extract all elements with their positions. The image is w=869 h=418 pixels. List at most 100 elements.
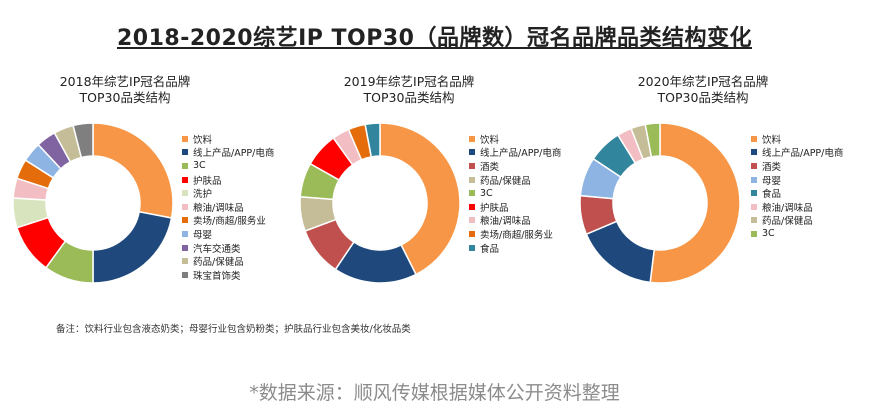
chart-title-line2: TOP30品类结构 xyxy=(657,90,749,105)
legend-label: 药品/保健品 xyxy=(480,175,531,187)
legend-item: 药品/保健品 xyxy=(182,254,274,268)
donut-chart-2019 xyxy=(300,123,460,283)
legend-swatch xyxy=(751,190,757,197)
footnote: 备注：饮料行业包含液态奶类；母婴行业包含奶粉类；护肤品行业包含美妆/化妆品类 xyxy=(56,324,411,335)
legend-swatch xyxy=(469,230,475,237)
legend-label: 母婴 xyxy=(193,229,213,241)
donut-slice-0 xyxy=(649,123,740,283)
main-title: 2018-2020综艺IP TOP30（品牌数）冠名品牌品类结构变化 xyxy=(116,26,752,51)
donut-chart-2020 xyxy=(580,123,740,283)
chart-title-line2: TOP30品类结构 xyxy=(363,90,455,105)
legend-2019: 饮料线上产品/APP/电商 酒类药品/保健品 3C 护肤品粮油/调味品 卖场/商超/服务… xyxy=(469,132,562,255)
legend-label: 粮油/调味品 xyxy=(193,202,244,214)
legend-item: 饮料 xyxy=(469,132,561,146)
legend-swatch xyxy=(182,176,188,183)
legend-swatch xyxy=(751,176,757,183)
legend-swatch xyxy=(182,271,188,278)
legend-label: 洗护 xyxy=(193,189,213,201)
chart-title-line1: 2018年综艺IP冠名品牌 xyxy=(59,74,191,89)
legend-label: 珠宝首饰类 xyxy=(193,270,241,282)
donut-chart-2018 xyxy=(13,123,173,283)
legend-swatch xyxy=(182,230,188,237)
legend-label: 酒类 xyxy=(762,161,782,173)
legend-swatch xyxy=(469,176,475,183)
legend-2020: 饮料线上产品/APP/电商 酒类母婴食品 粮油/调味品 药品/保健品 3C xyxy=(751,132,843,241)
legend-swatch xyxy=(469,217,475,224)
legend-label: 食品 xyxy=(480,243,500,255)
chart-title-2020: 2020年综艺IP冠名品牌 TOP30品类结构 xyxy=(578,74,828,106)
donut-slice-7 xyxy=(644,123,661,158)
legend-label: 护肤品 xyxy=(480,202,509,214)
legend-label: 汽车交通类 xyxy=(193,243,241,255)
legend-item: 母婴 xyxy=(182,227,274,241)
legend-item: 护肤品 xyxy=(469,200,561,214)
legend-item: 护肤品 xyxy=(182,173,274,187)
legend-label: 线上产品/APP/电商 xyxy=(762,148,844,160)
legend-item: 3C xyxy=(469,186,561,200)
legend-swatch xyxy=(182,258,188,265)
donut-slice-1 xyxy=(92,210,173,283)
legend-label: 食品 xyxy=(762,189,782,201)
legend-swatch xyxy=(182,162,188,169)
donut-slice-8 xyxy=(364,123,381,158)
legend-item: 粮油/调味品 xyxy=(751,200,843,214)
legend-label: 线上产品/APP/电商 xyxy=(480,148,562,160)
legend-item: 饮料 xyxy=(751,132,843,146)
legend-label: 卖场/商超/服务业 xyxy=(480,229,553,241)
legend-label: 3C xyxy=(480,187,493,199)
legend-label: 饮料 xyxy=(480,134,500,146)
legend-item: 线上产品/APP/电商 xyxy=(751,146,844,160)
legend-item: 母婴 xyxy=(751,173,843,187)
legend-swatch xyxy=(469,190,475,197)
legend-label: 母婴 xyxy=(762,175,782,187)
legend-item: 酒类 xyxy=(469,159,561,173)
donut-slice-10 xyxy=(72,123,94,159)
legend-item: 卖场/商超/服务业 xyxy=(469,227,561,241)
chart-panel-2019: 2019年综艺IP冠名品牌 TOP30品类结构 饮料线上产品/APP/电商 酒类药… xyxy=(289,74,569,304)
legend-item: 药品/保健品 xyxy=(469,173,561,187)
legend-swatch xyxy=(751,203,757,210)
legend-label: 线上产品/APP/电商 xyxy=(193,148,275,160)
legend-swatch xyxy=(182,244,188,251)
legend-swatch xyxy=(469,135,475,142)
legend-label: 粮油/调味品 xyxy=(762,202,813,214)
legend-swatch xyxy=(469,203,475,210)
legend-label: 酒类 xyxy=(480,161,500,173)
legend-swatch xyxy=(751,135,757,142)
legend-label: 饮料 xyxy=(193,134,213,146)
chart-title-2019: 2019年综艺IP冠名品牌 TOP30品类结构 xyxy=(289,74,529,106)
donut-slice-0 xyxy=(379,123,460,276)
legend-swatch xyxy=(182,217,188,224)
legend-item: 粮油/调味品 xyxy=(469,214,561,228)
chart-title-2018: 2018年综艺IP冠名品牌 TOP30品类结构 xyxy=(0,74,250,106)
data-source: *数据来源：顺风传媒根据媒体公开资料整理 xyxy=(249,382,620,404)
legend-swatch xyxy=(182,203,188,210)
legend-item: 饮料 xyxy=(182,132,274,146)
legend-item: 药品/保健品 xyxy=(751,214,843,227)
legend-swatch xyxy=(469,244,475,251)
legend-swatch xyxy=(182,190,188,197)
legend-label: 护肤品 xyxy=(193,175,222,187)
legend-item: 线上产品/APP/电商 xyxy=(182,146,275,160)
chart-panel-2020: 2020年综艺IP冠名品牌 TOP30品类结构 饮料线上产品/APP/电商 酒类母… xyxy=(578,74,858,304)
legend-label: 3C xyxy=(762,228,775,240)
legend-swatch xyxy=(751,230,757,237)
legend-item: 洗护 xyxy=(182,186,274,200)
legend-item: 3C xyxy=(751,227,843,241)
legend-item: 食品 xyxy=(469,241,561,255)
legend-label: 粮油/调味品 xyxy=(480,216,531,228)
legend-swatch xyxy=(751,162,757,169)
chart-title-line1: 2020年综艺IP冠名品牌 xyxy=(637,74,769,89)
legend-2018: 饮料线上产品/APP/电商 3C 护肤品洗护 粮油/调味品 卖场/商超/服务业母婴汽车交… xyxy=(182,132,274,282)
legend-swatch xyxy=(751,217,757,224)
legend-item: 食品 xyxy=(751,186,843,200)
legend-item: 卖场/商超/服务业 xyxy=(182,214,274,227)
legend-item: 珠宝首饰类 xyxy=(182,268,274,282)
chart-panel-2018: 2018年综艺IP冠名品牌 TOP30品类结构 饮料线上产品/APP/电商 3C 护… xyxy=(0,74,280,304)
legend-item: 3C xyxy=(182,159,274,173)
legend-item: 酒类 xyxy=(751,159,843,173)
legend-swatch xyxy=(182,135,188,142)
legend-swatch xyxy=(469,149,475,156)
chart-title-line1: 2019年综艺IP冠名品牌 xyxy=(343,74,475,89)
legend-swatch xyxy=(469,162,475,169)
